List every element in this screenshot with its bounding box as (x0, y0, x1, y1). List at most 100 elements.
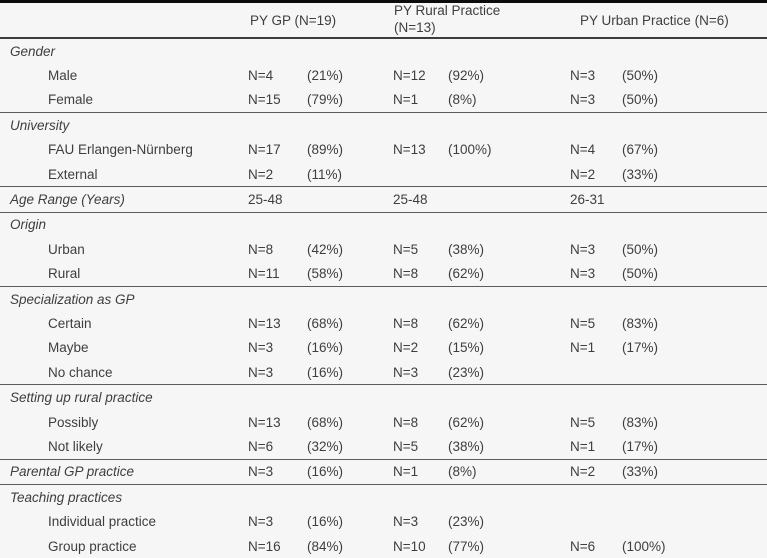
item-row: Urban N=8 (42%) N=5 (38%) N=3 (50%) (0, 237, 767, 261)
row-label: External (0, 161, 248, 188)
item-row: Rural N=11 (58%) N=8 (62%) N=3 (50%) (0, 261, 767, 287)
cell-percent: (83%) (622, 414, 659, 430)
row-label: Individual practice (48, 514, 157, 530)
cell-count: 26-31 (570, 186, 623, 213)
cell-percent: (8%) (448, 459, 571, 486)
cell-percent (622, 113, 767, 138)
cell-percent (622, 286, 767, 311)
cell-percent: (16%) (307, 459, 394, 486)
cell-count: N=3 (570, 68, 596, 84)
cell-count: N=1 (393, 459, 449, 486)
cell-percent: (16%) (307, 340, 344, 356)
cell-percent (622, 186, 767, 213)
cell-percent (448, 113, 570, 138)
cell-count (393, 485, 448, 510)
cell-percent (448, 186, 571, 213)
cell-count (248, 38, 307, 63)
row-label: Gender (10, 43, 56, 59)
cell-count: N=4 (570, 142, 596, 158)
cell-count: N=10 (393, 538, 426, 554)
item-row: Maybe N=3 (16%) N=2 (15%) N=1 (17%) (0, 336, 767, 360)
cell-count: N=3 (570, 261, 623, 287)
cell-count (570, 360, 623, 386)
row-label: Group practice (48, 538, 137, 554)
cell-count (393, 113, 448, 138)
item-row: Group practice N=16 (84%) N=10 (77%) N=6 (100%… (0, 534, 767, 558)
cell-percent (448, 286, 570, 311)
cell-count (393, 286, 448, 311)
cell-percent: (50%) (622, 261, 767, 287)
row-label: Female (0, 87, 248, 114)
cell-percent: (42%) (307, 241, 344, 257)
row-label: Urban (48, 241, 85, 257)
cell-count: N=3 (248, 459, 307, 486)
cell-count (248, 286, 307, 311)
row-label: Parental GP practice (0, 459, 248, 486)
item-row: Possibly N=13 (68%) N=8 (62%) N=5 (83%) (0, 410, 767, 434)
row-label: Male (48, 68, 78, 84)
item-row: Not likely N=6 (32%) N=5 (38%) N=1 (17%) (0, 434, 767, 460)
cell-percent (307, 186, 394, 213)
cell-count: N=15 (248, 87, 307, 114)
row-label: Not likely (0, 434, 248, 460)
cell-count (393, 161, 449, 188)
item-row: Male N=4 (21%) N=12 (92%) N=3 (50%) (0, 63, 767, 87)
cell-percent: (62%) (448, 315, 485, 331)
cell-count: N=3 (570, 241, 596, 257)
cell-count: N=3 (248, 340, 274, 356)
cell-count: N=6 (248, 434, 307, 460)
cell-percent: (33%) (622, 459, 767, 486)
cell-count: 25-48 (393, 186, 449, 213)
cell-percent: (83%) (622, 315, 659, 331)
cell-count (570, 286, 622, 311)
cell-percent (307, 212, 393, 237)
cell-count: N=8 (393, 315, 419, 331)
column-header-py-gp: PY GP (N=19) (248, 1, 394, 39)
cell-percent (622, 38, 767, 63)
cell-percent: (68%) (307, 414, 344, 430)
section-row: Setting up rural practice (0, 385, 767, 410)
header-label-col (0, 1, 248, 39)
cell-count (248, 485, 307, 510)
cell-count (570, 385, 622, 410)
cell-count: N=8 (248, 241, 274, 257)
row-label: Certain (48, 315, 92, 331)
cell-count: N=12 (393, 68, 426, 84)
cell-percent: (100%) (622, 538, 666, 554)
section-row: Specialization as GP (0, 286, 767, 311)
cell-count: N=17 (248, 142, 281, 158)
cell-count (248, 212, 307, 237)
cell-percent: (67%) (622, 142, 659, 158)
cell-percent (622, 385, 767, 410)
cell-percent: (17%) (622, 434, 767, 460)
cell-count: N=11 (248, 261, 307, 287)
cell-percent: (62%) (448, 414, 485, 430)
cell-count: N=2 (393, 340, 419, 356)
row-label: Setting up rural practice (10, 390, 153, 406)
cell-percent (448, 161, 571, 188)
item-row: Certain N=13 (68%) N=8 (62%) N=5 (83%) (0, 311, 767, 335)
column-header-py-rural-practice: PY Rural Practice (N=13) (393, 1, 571, 39)
cell-percent: (50%) (622, 68, 659, 84)
cell-count: N=13 (248, 414, 281, 430)
cell-percent: (32%) (307, 434, 394, 460)
cell-percent: (16%) (307, 360, 394, 386)
item-row: No chance N=3 (16%) N=3 (23%) (0, 360, 767, 386)
cell-percent (307, 113, 393, 138)
cell-count (393, 385, 448, 410)
item-row: External N=2 (11%) N=2 (33%) (0, 161, 767, 188)
section-row: Origin (0, 212, 767, 237)
cell-count: N=3 (248, 514, 274, 530)
cell-percent (622, 212, 767, 237)
cell-percent (307, 286, 393, 311)
cell-percent (448, 212, 570, 237)
cell-percent: (33%) (622, 161, 767, 188)
cell-percent: (89%) (307, 142, 344, 158)
row-label: FAU Erlangen-Nürnberg (48, 142, 193, 158)
cell-percent (307, 485, 393, 510)
section-row: Parental GP practice N=3 (16%) N=1 (8%) N=2 (3… (0, 459, 767, 486)
row-label: Age Range (Years) (0, 186, 248, 213)
header-row: PY GP (N=19) PY Rural Practice (N=13) PY… (0, 1, 767, 39)
cell-percent: (68%) (307, 315, 344, 331)
